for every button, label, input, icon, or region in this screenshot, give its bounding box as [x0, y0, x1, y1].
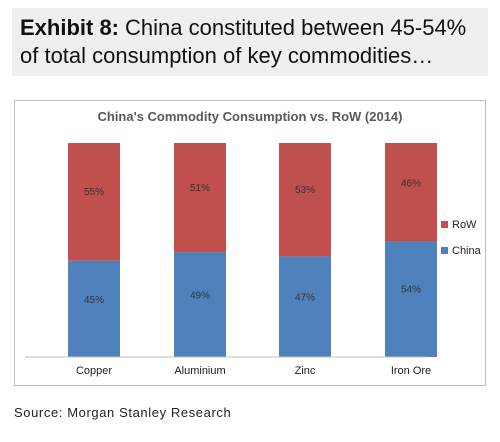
bar-aluminium-china [174, 252, 226, 357]
bars-group: 45% 55% 49% 51% 47% 53% 54% 46% [68, 143, 437, 357]
bar-zinc-row [279, 143, 331, 257]
data-label-iron-ore-row: 46% [401, 178, 421, 189]
x-tick-label: Iron Ore [391, 365, 431, 377]
x-tick-label: Zinc [295, 365, 316, 377]
exhibit-header: Exhibit 8: China constituted between 45-5… [12, 8, 488, 76]
x-tick-label: Copper [76, 365, 112, 377]
data-label-iron-ore-china: 54% [401, 284, 421, 295]
chart-frame: China's Commodity Consumption vs. RoW (2… [14, 100, 486, 386]
stacked-bar-chart: China's Commodity Consumption vs. RoW (2… [25, 109, 482, 377]
legend-swatch-row [441, 221, 448, 228]
legend-swatch-china [441, 247, 448, 254]
data-label-copper-china: 45% [84, 295, 104, 306]
data-label-aluminium-row: 51% [190, 183, 210, 194]
data-label-copper-row: 55% [84, 187, 104, 198]
bar-iron-ore-row [385, 143, 437, 242]
x-axis-labels: Copper Aluminium Zinc Iron Ore [76, 365, 431, 377]
data-label-aluminium-china: 49% [190, 290, 210, 301]
legend-label-china: China [452, 245, 482, 257]
exhibit-title: China constituted between 45-54% of tota… [20, 15, 467, 68]
x-tick-label: Aluminium [174, 365, 225, 377]
data-label-zinc-china: 47% [295, 293, 315, 304]
bar-aluminium-row [174, 143, 226, 253]
bar-zinc-china [279, 256, 331, 357]
source-note: Source: Morgan Stanley Research [14, 405, 232, 420]
legend-label-row: RoW [452, 219, 477, 231]
bar-iron-ore-china [385, 241, 437, 357]
bar-copper-china [68, 260, 120, 357]
data-label-zinc-row: 53% [295, 185, 315, 196]
chart-title: China's Commodity Consumption vs. RoW (2… [97, 109, 402, 124]
exhibit-label: Exhibit 8: [20, 15, 120, 40]
legend: RoW China [441, 219, 482, 257]
bar-copper-row [68, 143, 120, 261]
